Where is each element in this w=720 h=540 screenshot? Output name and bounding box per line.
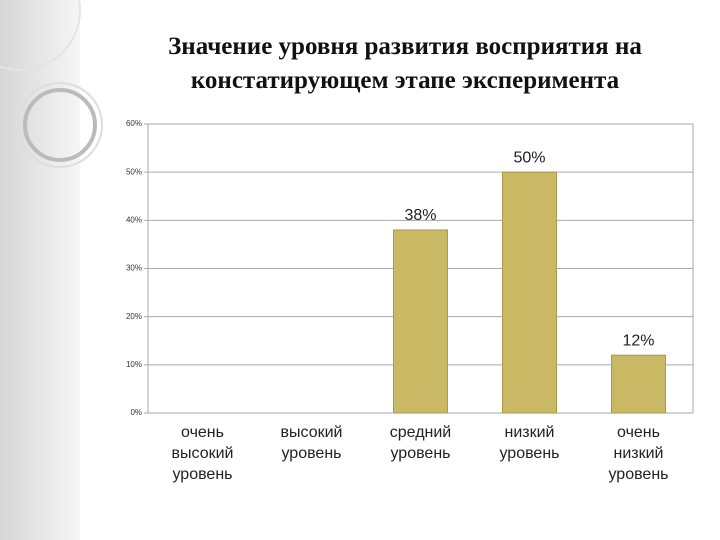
x-tick-label: очень низкий уровень [608, 424, 669, 483]
y-tick-label: 60% [126, 119, 142, 128]
bar [393, 229, 448, 414]
x-tick-label: очень высокий уровень [171, 424, 234, 483]
value-label: 12% [622, 332, 654, 349]
x-tick-label: высокий уровень [280, 424, 343, 462]
value-label: 38% [404, 207, 436, 224]
y-tick-label: 0% [130, 408, 142, 417]
decor-circle [23, 88, 97, 162]
y-tick-label: 50% [126, 167, 142, 176]
y-tick-label: 30% [126, 264, 142, 273]
y-tick-label: 10% [126, 360, 142, 369]
y-tick-label: 40% [126, 215, 142, 224]
bar [502, 171, 557, 414]
decor-circle [17, 82, 103, 168]
x-tick-label: средний уровень [389, 424, 452, 462]
x-tick-label: низкий уровень [499, 424, 560, 462]
decor-circle [0, 0, 81, 71]
side-band [0, 0, 80, 540]
value-label: 50% [513, 149, 545, 166]
bar [611, 354, 666, 414]
chart-title: Значение уровня развития восприятия на к… [168, 33, 642, 94]
y-tick-label: 20% [126, 312, 142, 321]
